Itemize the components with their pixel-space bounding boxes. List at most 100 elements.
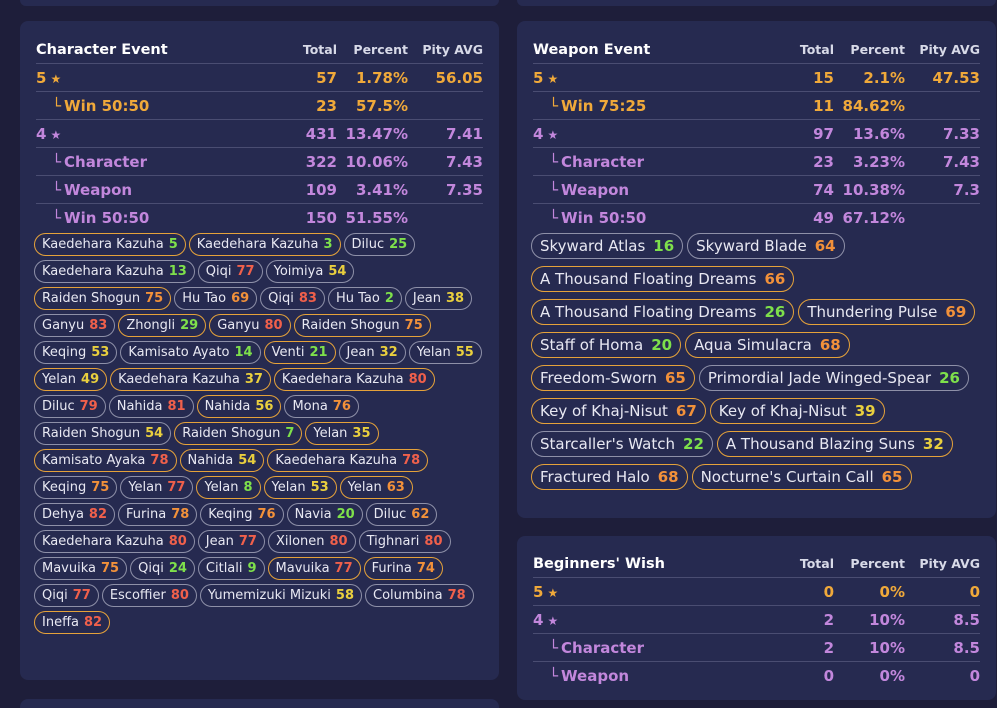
pull-pill[interactable]: Ganyu 83 <box>34 314 116 337</box>
pull-pill[interactable]: Diluc 79 <box>34 395 106 418</box>
pull-pill[interactable]: Dehya 82 <box>34 503 116 526</box>
pull-pill[interactable]: Thundering Pulse 69 <box>798 299 976 325</box>
pull-pill[interactable]: Raiden Shogun 75 <box>34 287 172 310</box>
pull-name: Yelan <box>204 480 239 495</box>
pull-pill[interactable]: Jean 77 <box>197 530 265 553</box>
pull-pity: 13 <box>168 264 187 279</box>
pull-pill[interactable]: Raiden Shogun 75 <box>293 314 431 337</box>
pull-pill[interactable]: Xilonen 80 <box>267 530 356 553</box>
pull-pill[interactable]: Qiqi 83 <box>260 287 325 310</box>
pull-pill[interactable]: Jean 38 <box>404 287 473 310</box>
pull-pill[interactable]: Kaedehara Kazuha 13 <box>34 260 195 283</box>
pull-name: Yelan <box>42 372 77 387</box>
pull-name: Kaedehara Kazuha <box>196 237 319 252</box>
pull-name: Nahida <box>204 399 251 414</box>
pull-pill[interactable]: Kaedehara Kazuha 78 <box>267 449 429 472</box>
pull-pill[interactable]: Hu Tao 2 <box>327 287 402 310</box>
pull-name: Xilonen <box>275 534 325 549</box>
pull-pill[interactable]: Yelan 63 <box>339 476 413 499</box>
pull-name: Yelan <box>271 480 306 495</box>
pull-pill[interactable]: Jean 32 <box>338 341 406 364</box>
pull-pill[interactable]: Zhongli 29 <box>118 314 207 337</box>
pull-pill[interactable]: Nahida 81 <box>108 395 194 418</box>
pull-pill[interactable]: Hu Tao 69 <box>174 287 258 310</box>
pull-pity: 32 <box>379 345 398 360</box>
pull-pill[interactable]: Nocturne's Curtain Call 65 <box>691 464 912 490</box>
pull-pill[interactable]: Kaedehara Kazuha 37 <box>110 368 271 391</box>
pull-pill[interactable]: Freedom-Sworn 65 <box>531 365 695 391</box>
pull-pill[interactable]: Kaedehara Kazuha 5 <box>34 233 186 256</box>
stat-total: 23 <box>733 147 834 176</box>
stat-percent: 51.55% <box>337 203 408 231</box>
pull-pill[interactable]: Key of Khaj-Nisut 39 <box>709 398 885 424</box>
stat-pity: 8.5 <box>905 605 980 634</box>
pull-pill[interactable]: Qiqi 77 <box>197 260 263 283</box>
pull-pill[interactable]: Yumemizuki Mizuki 58 <box>199 584 362 607</box>
stat-row: └ Win 50:50 23 57.5% <box>36 91 483 120</box>
pull-pity: 39 <box>854 402 876 420</box>
pull-name: Kaedehara Kazuha <box>275 453 398 468</box>
pull-pill[interactable]: Keqing 75 <box>34 476 118 499</box>
pull-pill[interactable]: Skyward Blade 64 <box>687 233 845 259</box>
pull-pill[interactable]: Kaedehara Kazuha 80 <box>34 530 195 553</box>
pull-name: Qiqi <box>268 291 294 306</box>
pull-pill[interactable]: Furina 74 <box>363 557 443 580</box>
pull-pill[interactable]: Nahida 54 <box>179 449 265 472</box>
pull-pill[interactable]: Citlali 9 <box>197 557 265 580</box>
pull-pill[interactable]: Columbina 78 <box>365 584 474 607</box>
stat-percent: 1.78% <box>337 63 408 92</box>
pull-pill[interactable]: Yelan 53 <box>263 476 337 499</box>
pull-pill[interactable]: Yelan 55 <box>408 341 482 364</box>
stat-row: 5 ★ 57 1.78% 56.05 <box>36 63 483 92</box>
pull-pill[interactable]: Furina 78 <box>118 503 198 526</box>
pull-pill[interactable]: Qiqi 24 <box>130 557 195 580</box>
pull-pill[interactable]: Yelan 77 <box>120 476 194 499</box>
pull-name: Raiden Shogun <box>182 426 281 441</box>
pull-name: Raiden Shogun <box>42 291 141 306</box>
pull-pill[interactable]: Yoimiya 54 <box>265 260 355 283</box>
pull-pill[interactable]: Ineffa 82 <box>34 611 111 634</box>
pull-name: Kaedehara Kazuha <box>42 264 164 279</box>
pull-pill[interactable]: Mona 76 <box>284 395 359 418</box>
pull-pill[interactable]: Keqing 76 <box>200 503 284 526</box>
pull-pill[interactable]: Starcaller's Watch 22 <box>531 431 713 457</box>
pull-pill[interactable]: Raiden Shogun 54 <box>34 422 172 445</box>
pull-pill[interactable]: Staff of Homa 20 <box>531 332 682 358</box>
pull-pill[interactable]: A Thousand Floating Dreams 66 <box>531 266 795 292</box>
pull-name: Raiden Shogun <box>301 318 400 333</box>
pull-pill[interactable]: Qiqi 77 <box>34 584 99 607</box>
pull-pill[interactable]: Venti 21 <box>263 341 336 364</box>
pull-pill[interactable]: Fractured Halo 68 <box>531 464 688 490</box>
pull-pill[interactable]: Diluc 25 <box>343 233 416 256</box>
pull-pill[interactable]: Kaedehara Kazuha 3 <box>188 233 341 256</box>
pull-pill[interactable]: Kaedehara Kazuha 80 <box>273 368 435 391</box>
pull-pill[interactable]: Mavuika 75 <box>34 557 128 580</box>
pull-pill[interactable]: Navia 20 <box>286 503 363 526</box>
stat-row-label: 5 ★ <box>533 63 733 92</box>
pull-name: Jean <box>346 345 375 360</box>
weapon-event-title: Weapon Event <box>533 41 651 58</box>
pull-pill[interactable]: Escoffier 80 <box>101 584 197 607</box>
pull-pill[interactable]: A Thousand Blazing Suns 32 <box>716 431 953 457</box>
pull-pill[interactable]: Primordial Jade Winged-Spear 26 <box>698 365 969 391</box>
pull-pill[interactable]: Yelan 8 <box>196 476 261 499</box>
pull-pill[interactable]: Diluc 62 <box>365 503 438 526</box>
pull-name: Aqua Simulacra <box>694 336 812 354</box>
pull-pill[interactable]: Skyward Atlas 16 <box>531 233 684 259</box>
pull-pill[interactable]: Keqing 53 <box>34 341 118 364</box>
pull-pill[interactable]: Mavuika 77 <box>267 557 361 580</box>
pull-pill[interactable]: Aqua Simulacra 68 <box>685 332 850 358</box>
pull-pill[interactable]: Nahida 56 <box>196 395 282 418</box>
pull-pill[interactable]: Raiden Shogun 7 <box>174 422 303 445</box>
pull-pill[interactable]: Kamisato Ayato 14 <box>120 341 261 364</box>
pull-name: Venti <box>271 345 305 360</box>
pull-pill[interactable]: Tighnari 80 <box>358 530 451 553</box>
star-icon: ★ <box>547 71 559 86</box>
pull-name: Ganyu <box>217 318 260 333</box>
pull-pill[interactable]: Ganyu 80 <box>209 314 291 337</box>
pull-pill[interactable]: Kamisato Ayaka 78 <box>34 449 177 472</box>
pull-pill[interactable]: Key of Khaj-Nisut 67 <box>531 398 706 424</box>
pull-pill[interactable]: A Thousand Floating Dreams 26 <box>531 299 795 325</box>
pull-pill[interactable]: Yelan 35 <box>305 422 379 445</box>
pull-pill[interactable]: Yelan 49 <box>34 368 108 391</box>
